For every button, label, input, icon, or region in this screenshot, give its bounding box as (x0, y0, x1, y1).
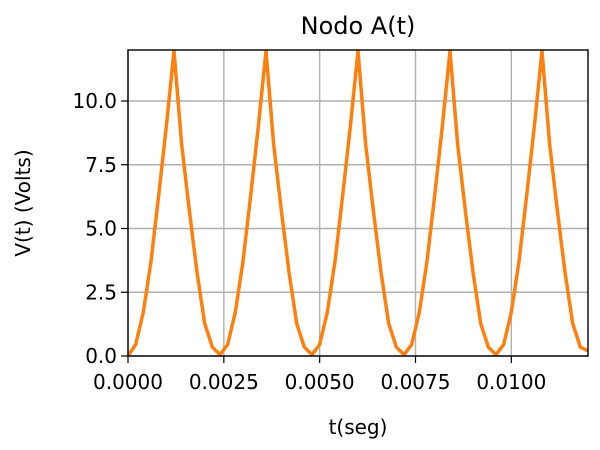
x-tick-label: 0.0025 (189, 370, 259, 394)
y-tick-label: 0.0 (85, 344, 117, 368)
x-axis-label: t(seg) (329, 415, 388, 439)
y-axis-label: V(t) (Volts) (11, 149, 35, 256)
x-tick-label: 0.0000 (93, 370, 163, 394)
x-tick-label: 0.0075 (381, 370, 451, 394)
y-tick-label: 5.0 (85, 217, 117, 241)
y-tick-label: 2.5 (85, 280, 117, 304)
y-tick-label: 7.5 (85, 153, 117, 177)
plot-frame (127, 49, 589, 357)
y-tick-label: 10.0 (72, 89, 117, 113)
chart-title: Nodo A(t) (301, 12, 416, 40)
x-tick-label: 0.0050 (285, 370, 355, 394)
grid-lines (127, 50, 588, 357)
series-line (128, 50, 588, 356)
series-layer (128, 50, 588, 356)
x-tick-label: 0.0100 (476, 370, 546, 394)
axis-ticks: 0.0000 0.0025 0.0050 0.0075 0.0100 0.0 2.5 5.0 7… (72, 89, 546, 394)
